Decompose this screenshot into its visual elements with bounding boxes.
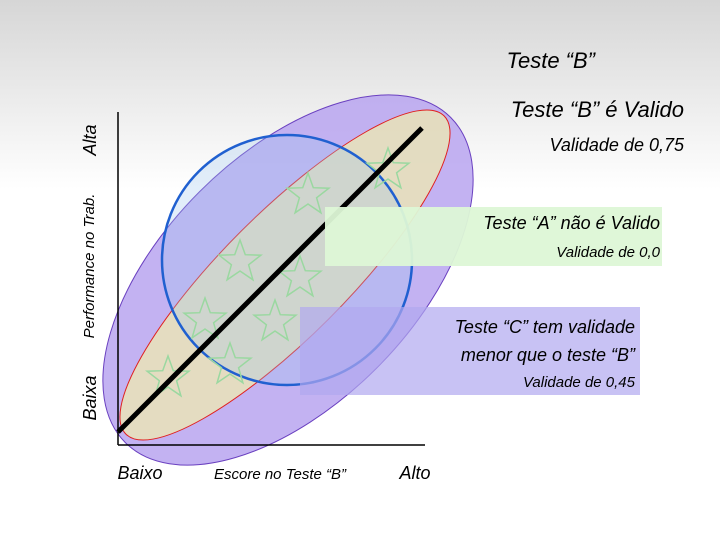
star: [285, 170, 331, 215]
x-axis-label: Escore no Teste “B”: [214, 466, 347, 483]
note-heading: Teste “C” tem validade: [455, 317, 635, 337]
note-detail: Validade de 0,45: [523, 374, 636, 391]
validity-line: [116, 126, 424, 434]
star: [277, 253, 323, 298]
y-axis-label: Performance no Trab.: [81, 194, 98, 339]
star: [145, 353, 191, 398]
note-heading: Teste “B” é Valido: [511, 97, 684, 122]
star: [207, 340, 253, 385]
note-box-a: [325, 207, 662, 266]
star: [365, 145, 411, 190]
note-detail: Validade de 0,0: [556, 244, 660, 261]
title: Teste “B”: [507, 48, 597, 73]
note-heading: Teste “A” não é Valido: [483, 213, 660, 233]
note-heading: menor que o teste “B”: [461, 345, 636, 365]
star: [182, 295, 228, 340]
x-low-label: Baixo: [117, 463, 162, 483]
stars: [145, 145, 411, 398]
y-high-label: Alta: [80, 124, 100, 156]
star: [217, 237, 263, 282]
note-box-c: [300, 307, 640, 395]
x-high-label: Alto: [398, 463, 430, 483]
star: [252, 297, 298, 342]
note-detail: Validade de 0,75: [550, 135, 685, 155]
y-low-label: Baixa: [80, 375, 100, 420]
